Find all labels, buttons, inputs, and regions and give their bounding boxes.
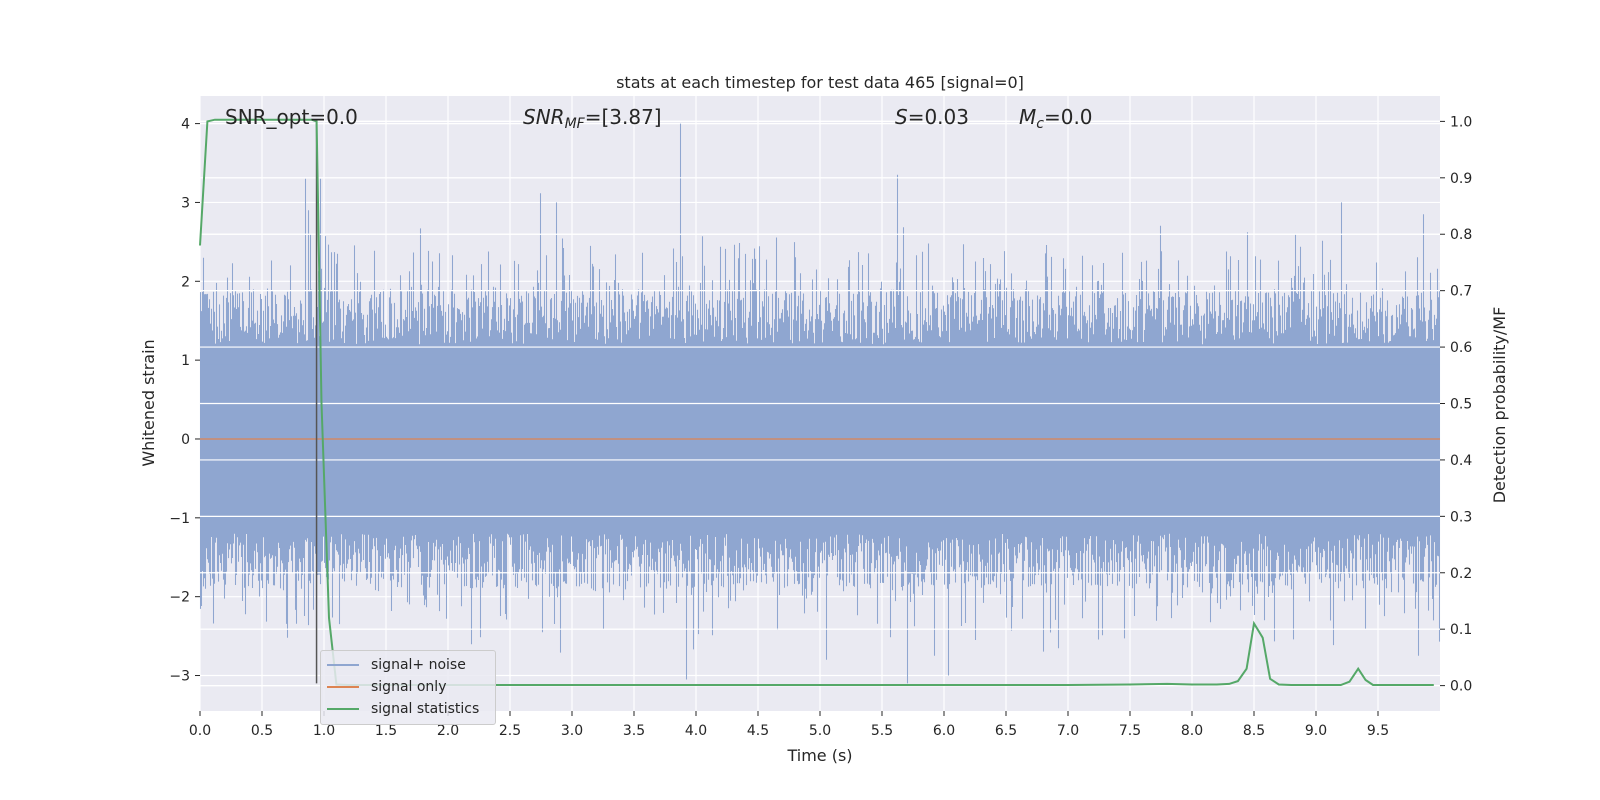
y-right-tick-label: 0.6 bbox=[1450, 340, 1472, 356]
y-right-axis-ticks: 0.0 0.1 0.2 0.3 0.4 0.5 0.6 0.7 0.8 0.9 1.0 bbox=[1440, 114, 1472, 695]
legend-label-signal-statistics: signal statistics bbox=[371, 701, 480, 717]
x-tick-label: 4.0 bbox=[685, 723, 707, 739]
y-left-tick-label: 1 bbox=[181, 353, 190, 369]
y-left-tick-label: 2 bbox=[181, 274, 190, 290]
legend-item-signal-noise: signal+ noise bbox=[327, 654, 466, 676]
x-tick-label: 6.5 bbox=[995, 723, 1017, 739]
x-tick-label: 0.0 bbox=[189, 723, 211, 739]
chart-title: stats at each timestep for test data 465… bbox=[616, 73, 1024, 92]
legend-swatch-signal-statistics bbox=[327, 708, 359, 710]
annotation-s-value: =0.03 bbox=[908, 105, 969, 129]
y-right-tick-label: 0.1 bbox=[1450, 622, 1472, 638]
y-right-tick-label: 0.4 bbox=[1450, 453, 1472, 469]
y-left-tick-label: −3 bbox=[169, 669, 190, 685]
x-tick-label: 5.0 bbox=[809, 723, 831, 739]
y-right-tick-label: 0.5 bbox=[1450, 397, 1472, 413]
legend-swatch-signal-only bbox=[327, 686, 359, 688]
y-right-axis-label: Detection probability/MF bbox=[1490, 307, 1509, 504]
annotation-snr-opt: SNR_opt=0.0 bbox=[225, 105, 358, 129]
x-tick-label: 3.0 bbox=[561, 723, 583, 739]
y-right-tick-label: 1.0 bbox=[1450, 114, 1472, 130]
y-right-tick-label: 0.2 bbox=[1450, 566, 1472, 582]
y-right-tick-label: 0.7 bbox=[1450, 284, 1472, 300]
y-right-tick-label: 0.8 bbox=[1450, 227, 1472, 243]
x-tick-label: 3.5 bbox=[623, 723, 645, 739]
x-tick-label: 7.5 bbox=[1119, 723, 1141, 739]
x-tick-label: 1.0 bbox=[313, 723, 335, 739]
x-tick-label: 6.0 bbox=[933, 723, 955, 739]
overlay bbox=[199, 118, 1440, 687]
x-tick-label: 0.5 bbox=[251, 723, 273, 739]
annotation-mc-symbol: M bbox=[1019, 105, 1036, 129]
legend-swatch-signal-noise bbox=[327, 664, 359, 666]
annotation-snr-mf-subscript: MF bbox=[565, 116, 586, 132]
annotation-mc: Mc=0.0 bbox=[1019, 105, 1093, 132]
y-right-tick-label: 0.0 bbox=[1450, 679, 1472, 695]
y-left-tick-label: 0 bbox=[181, 432, 190, 448]
legend-label-signal-only: signal only bbox=[371, 679, 447, 695]
legend: signal+ noise signal only signal statist… bbox=[320, 650, 496, 725]
y-left-tick-label: −1 bbox=[169, 511, 190, 527]
x-tick-label: 8.0 bbox=[1181, 723, 1203, 739]
legend-item-signal-statistics: signal statistics bbox=[327, 698, 479, 720]
y-right-tick-label: 0.9 bbox=[1450, 171, 1472, 187]
series-signal-statistics bbox=[199, 118, 1434, 686]
x-axis-label: Time (s) bbox=[786, 746, 852, 765]
x-tick-label: 9.0 bbox=[1305, 723, 1327, 739]
annotation-mc-value: =0.0 bbox=[1044, 105, 1093, 129]
x-tick-label: 4.5 bbox=[747, 723, 769, 739]
x-tick-label: 9.5 bbox=[1367, 723, 1389, 739]
x-tick-label: 2.5 bbox=[499, 723, 521, 739]
x-tick-label: 2.0 bbox=[437, 723, 459, 739]
y-left-tick-label: 4 bbox=[181, 117, 190, 133]
y-left-tick-label: 3 bbox=[181, 195, 190, 211]
y-left-tick-label: −2 bbox=[169, 590, 190, 606]
y-right-tick-label: 0.3 bbox=[1450, 509, 1472, 525]
y-left-axis-ticks: −3 −2 −1 0 1 2 3 4 bbox=[169, 117, 200, 685]
annotation-snr-mf: SNRMF=[3.87] bbox=[523, 105, 662, 132]
x-axis-ticks: 0.0 0.5 1.0 1.5 2.0 2.5 3.0 3.5 4.0 4.5 5.0 5.5 6.0 6… bbox=[189, 711, 1389, 739]
annotation-s-symbol: S bbox=[895, 105, 908, 129]
x-tick-label: 8.5 bbox=[1243, 723, 1265, 739]
annotation-mc-subscript: c bbox=[1036, 116, 1044, 132]
annotation-s: S=0.03 bbox=[895, 105, 969, 129]
annotation-snr-mf-symbol: SNR bbox=[523, 105, 565, 129]
x-tick-label: 7.0 bbox=[1057, 723, 1079, 739]
legend-item-signal-only: signal only bbox=[327, 676, 446, 698]
legend-label-signal-noise: signal+ noise bbox=[371, 657, 466, 673]
annotation-snr-mf-value: =[3.87] bbox=[585, 105, 662, 129]
x-tick-label: 5.5 bbox=[871, 723, 893, 739]
y-left-axis-label: Whitened strain bbox=[139, 339, 158, 466]
x-tick-label: 1.5 bbox=[375, 723, 397, 739]
